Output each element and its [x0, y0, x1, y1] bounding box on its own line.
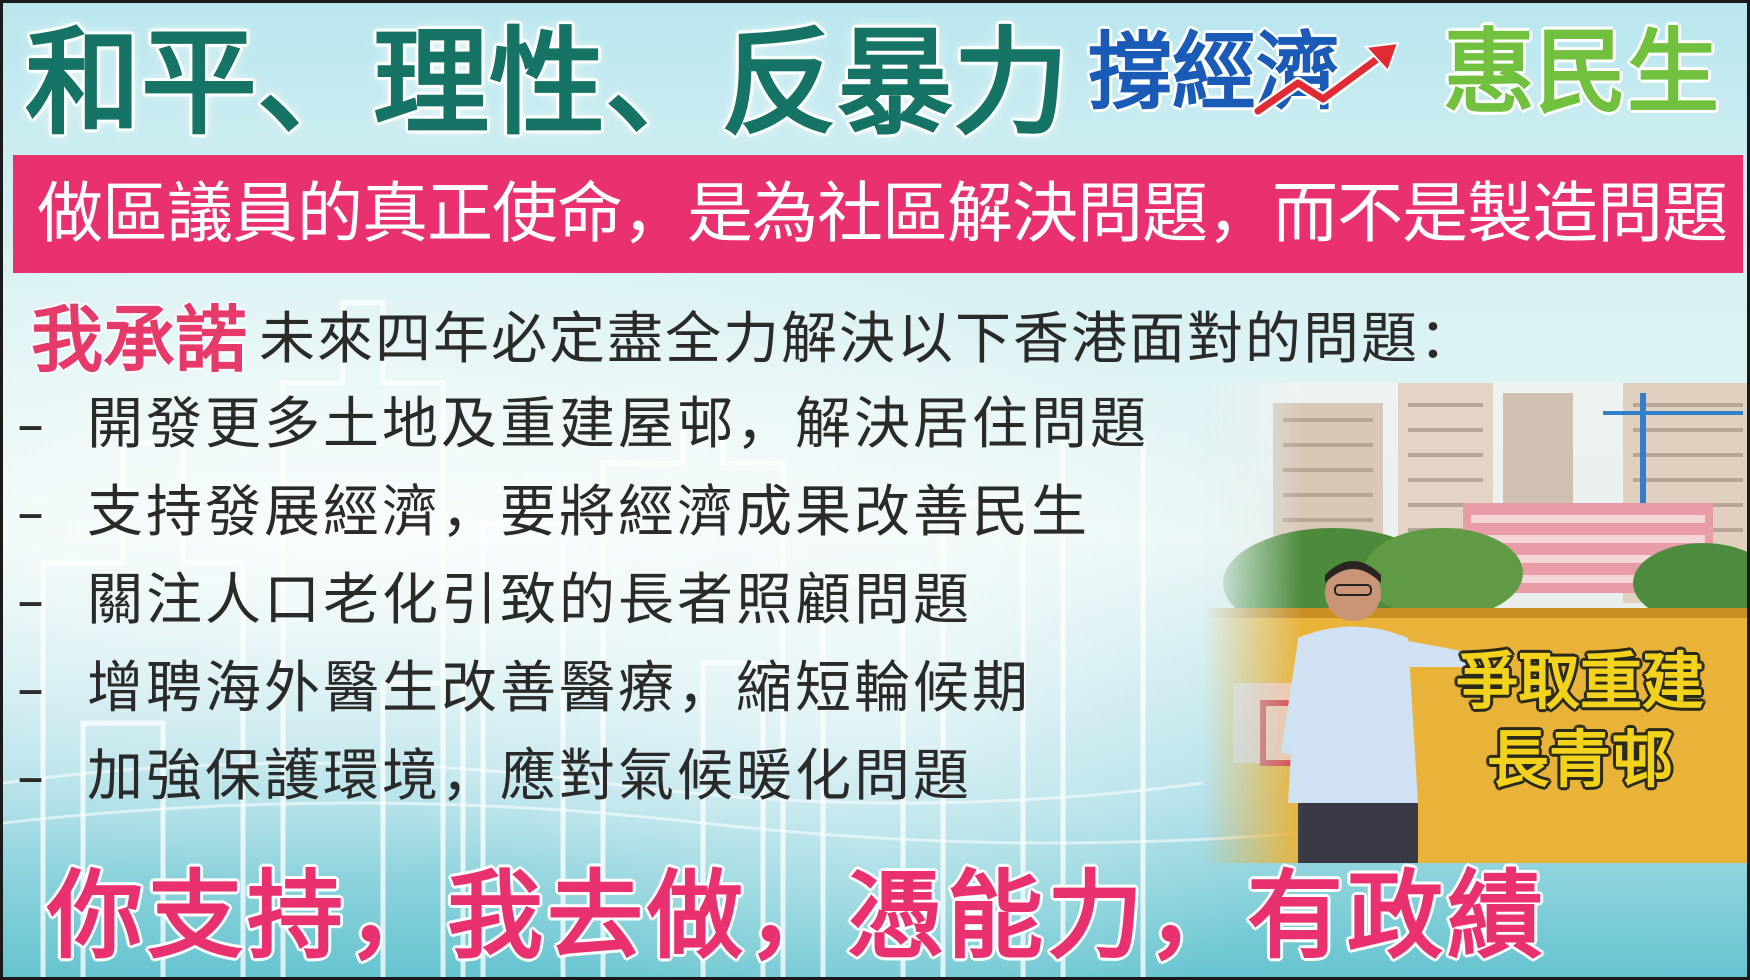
campaign-line-2: 長青邨 — [1486, 723, 1673, 796]
estate-photo-illustration — [1203, 383, 1747, 863]
economy-slogan: 撐經濟 — [1088, 23, 1341, 121]
campaign-line-1: 爭取重建 — [1455, 645, 1704, 718]
issue-list: – 開發更多土地及重建屋邨，解決居住問題 – 支持發展經濟，要將經濟成果改善民生 –… — [17, 381, 1297, 821]
list-dash: – — [17, 569, 44, 632]
list-item: – 增聘海外醫生改善醫療，縮短輪候期 — [17, 645, 1297, 733]
list-item: – 支持發展經濟，要將經濟成果改善民生 — [17, 469, 1297, 557]
campaign-tag: 爭取重建 長青邨 — [1435, 643, 1725, 799]
issue-text: 關注人口老化引致的長者照顧問題 — [87, 568, 972, 633]
footer-slogan: 你支持，我去做，憑能力，有政績 — [47, 860, 1547, 972]
list-dash: – — [17, 393, 44, 456]
estate-photo — [1203, 383, 1747, 863]
pledge-label: 我承諾 — [31, 298, 248, 382]
livelihood-slogan: 惠民生 — [1443, 19, 1720, 126]
list-dash: – — [17, 481, 44, 544]
issue-text: 開發更多土地及重建屋邨，解決居住問題 — [87, 392, 1149, 457]
mission-banner: 做區議員的真正使命，是為社區解決問題，而不是製造問題 — [13, 155, 1743, 273]
list-item: – 加強保護環境，應對氣候暖化問題 — [17, 733, 1297, 821]
mission-statement: 做區議員的真正使命，是為社區解決問題，而不是製造問題 — [37, 175, 1728, 252]
list-dash: – — [17, 745, 44, 808]
list-item: – 開發更多土地及重建屋邨，解決居住問題 — [17, 381, 1297, 469]
rising-red-arrow-icon — [1252, 41, 1400, 117]
pledge-row: 我承諾 未來四年必定盡全力解決以下香港面對的問題： — [31, 295, 1477, 385]
pledge-text: 未來四年必定盡全力解決以下香港面對的問題： — [259, 307, 1478, 372]
issue-text: 增聘海外醫生改善醫療，縮短輪候期 — [87, 656, 1031, 721]
list-dash: – — [17, 657, 44, 720]
list-item: – 關注人口老化引致的長者照顧問題 — [17, 557, 1297, 645]
headline: 和平、理性、反暴力 — [25, 16, 1069, 151]
issue-text: 支持發展經濟，要將經濟成果改善民生 — [87, 480, 1090, 545]
issue-text: 加強保護環境，應對氣候暖化問題 — [87, 744, 972, 809]
